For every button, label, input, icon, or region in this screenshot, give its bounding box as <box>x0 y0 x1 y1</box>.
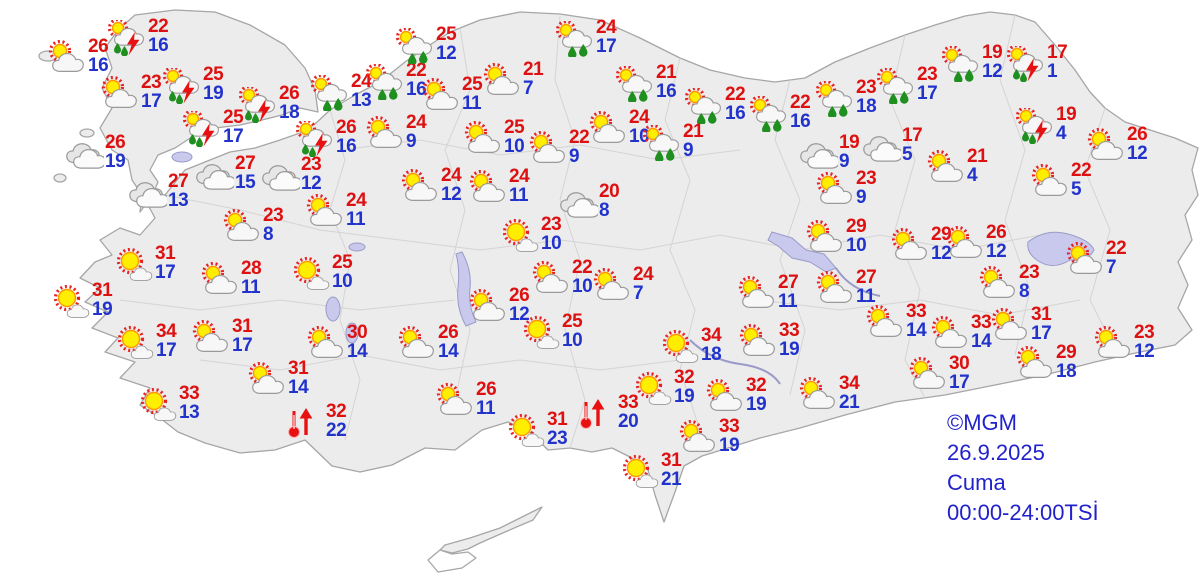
thrace-landmass <box>99 9 319 213</box>
lake-sapanca <box>348 242 366 252</box>
lake-ulubat <box>171 151 193 163</box>
cyprus-south <box>427 549 477 573</box>
lake-tuz <box>455 251 477 327</box>
province-borders <box>119 14 1116 449</box>
attribution-period: 00:00-24:00TSİ <box>947 500 1099 525</box>
island <box>79 128 95 138</box>
attribution-day: Cuma <box>947 470 1006 495</box>
attribution-block: ©MGM 26.9.2025 Cuma 00:00-24:00TSİ <box>947 408 1099 528</box>
attribution-source: ©MGM <box>947 410 1017 435</box>
lake-egirdir <box>325 296 341 322</box>
lake-beysehir <box>345 322 359 344</box>
euphrates-river <box>689 339 781 385</box>
island <box>53 173 67 183</box>
attribution-date: 26.9.2025 <box>947 440 1045 465</box>
island <box>38 50 58 62</box>
cyprus-north <box>439 506 543 554</box>
